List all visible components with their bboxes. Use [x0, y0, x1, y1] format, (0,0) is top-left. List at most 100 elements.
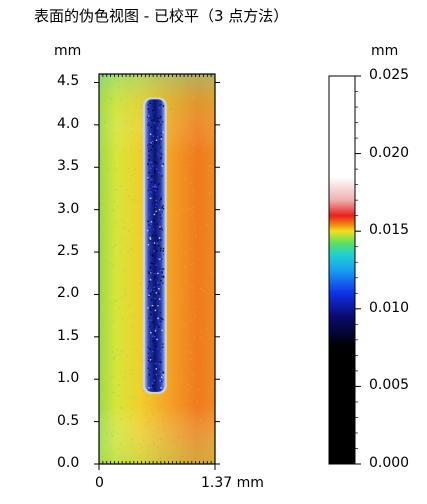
y-tick-label: 2.5 [57, 243, 80, 260]
texture-speck [203, 131, 205, 133]
groove-speck [152, 262, 154, 265]
groove-speck [160, 146, 162, 148]
groove-speck [159, 361, 162, 363]
texture-speck [105, 420, 107, 422]
texture-speck [193, 262, 195, 264]
groove-speck [157, 153, 159, 155]
texture-speck [145, 402, 147, 404]
texture-speck [108, 374, 110, 376]
texture-speck [189, 416, 192, 418]
groove-speck [159, 380, 161, 383]
texture-speck [188, 321, 190, 323]
groove-speck [147, 307, 149, 309]
texture-speck [114, 207, 116, 209]
texture-speck [171, 173, 173, 175]
groove-speck [158, 143, 161, 145]
texture-speck [104, 186, 107, 188]
texture-speck [111, 263, 113, 265]
texture-speck [204, 281, 206, 283]
texture-speck [188, 451, 191, 453]
groove-speck [160, 195, 163, 198]
texture-speck [127, 251, 129, 253]
texture-speck [137, 84, 139, 86]
groove-speck [156, 277, 158, 280]
groove-speck [150, 181, 152, 184]
texture-speck [141, 107, 143, 109]
texture-speck [134, 85, 136, 87]
groove-speck [148, 224, 150, 226]
texture-speck [132, 80, 134, 82]
groove-speck [161, 329, 163, 332]
groove-speck [149, 340, 151, 342]
texture-speck [114, 244, 117, 246]
texture-speck [108, 416, 110, 418]
groove-speck [147, 189, 149, 192]
texture-speck [166, 125, 169, 127]
texture-speck [115, 148, 117, 150]
groove-speck [147, 124, 149, 126]
groove-speck [158, 361, 161, 363]
groove-speck [150, 289, 152, 292]
texture-speck [197, 177, 199, 179]
texture-speck [202, 361, 204, 363]
groove-speck [149, 283, 151, 286]
texture-speck [158, 78, 160, 80]
texture-speck [171, 260, 173, 262]
texture-speck [124, 376, 126, 378]
texture-speck [177, 355, 180, 357]
texture-speck [115, 221, 117, 223]
groove-speck [149, 116, 152, 118]
texture-speck [144, 76, 146, 78]
groove-speck [148, 214, 150, 216]
texture-speck [213, 272, 215, 274]
texture-speck [112, 351, 114, 353]
groove-speck [160, 258, 163, 261]
texture-speck [124, 288, 126, 290]
texture-speck [145, 412, 147, 414]
texture-speck [118, 181, 120, 183]
groove-speck [160, 239, 162, 241]
colorbar-tick-label: 0.020 [369, 144, 410, 161]
texture-speck [174, 382, 176, 384]
texture-speck [192, 253, 194, 255]
texture-speck [201, 443, 204, 445]
groove-speck [157, 183, 160, 186]
texture-speck [103, 149, 105, 151]
texture-speck [133, 228, 135, 230]
texture-speck [211, 207, 213, 209]
texture-speck [208, 168, 211, 170]
texture-speck [191, 126, 193, 128]
groove-speck [152, 140, 154, 143]
texture-speck [204, 307, 206, 309]
texture-speck [130, 147, 132, 149]
groove-speck [149, 307, 151, 310]
groove-speck [147, 357, 150, 359]
groove-speck [148, 111, 150, 113]
groove-speck [152, 110, 154, 112]
groove-speck [151, 290, 154, 293]
texture-speck [105, 174, 107, 176]
texture-speck [122, 318, 124, 320]
groove-speck [147, 104, 149, 106]
texture-speck [132, 190, 134, 192]
texture-speck [113, 372, 115, 374]
groove-speck [159, 154, 161, 157]
groove-speck [162, 276, 165, 279]
groove-speck [159, 226, 161, 228]
texture-speck [198, 424, 200, 426]
texture-speck [131, 240, 133, 243]
texture-speck [211, 422, 213, 424]
colorbar-tick-label: 0.025 [369, 67, 410, 83]
groove-speck [156, 212, 158, 214]
groove-speck [152, 267, 154, 270]
texture-speck [166, 131, 168, 133]
groove-speck [162, 105, 165, 107]
groove-speck [147, 296, 150, 298]
texture-speck [113, 247, 115, 249]
groove-speck [149, 265, 152, 267]
texture-speck [116, 94, 118, 96]
texture-speck [126, 363, 128, 365]
groove-speck [159, 249, 162, 252]
texture-speck [119, 403, 122, 405]
texture-speck [175, 265, 177, 267]
